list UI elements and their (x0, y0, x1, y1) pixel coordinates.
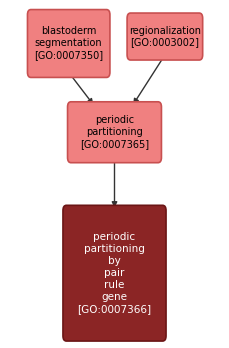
Text: periodic
partitioning
[GO:0007365]: periodic partitioning [GO:0007365] (80, 115, 149, 149)
FancyBboxPatch shape (127, 13, 203, 60)
FancyBboxPatch shape (27, 10, 110, 78)
Text: blastoderm
segmentation
[GO:0007350]: blastoderm segmentation [GO:0007350] (34, 26, 103, 61)
Text: periodic
partitioning
by
pair
rule
gene
[GO:0007366]: periodic partitioning by pair rule gene … (77, 232, 152, 314)
Text: regionalization
[GO:0003002]: regionalization [GO:0003002] (129, 25, 201, 48)
FancyBboxPatch shape (68, 102, 161, 163)
FancyBboxPatch shape (63, 205, 166, 341)
